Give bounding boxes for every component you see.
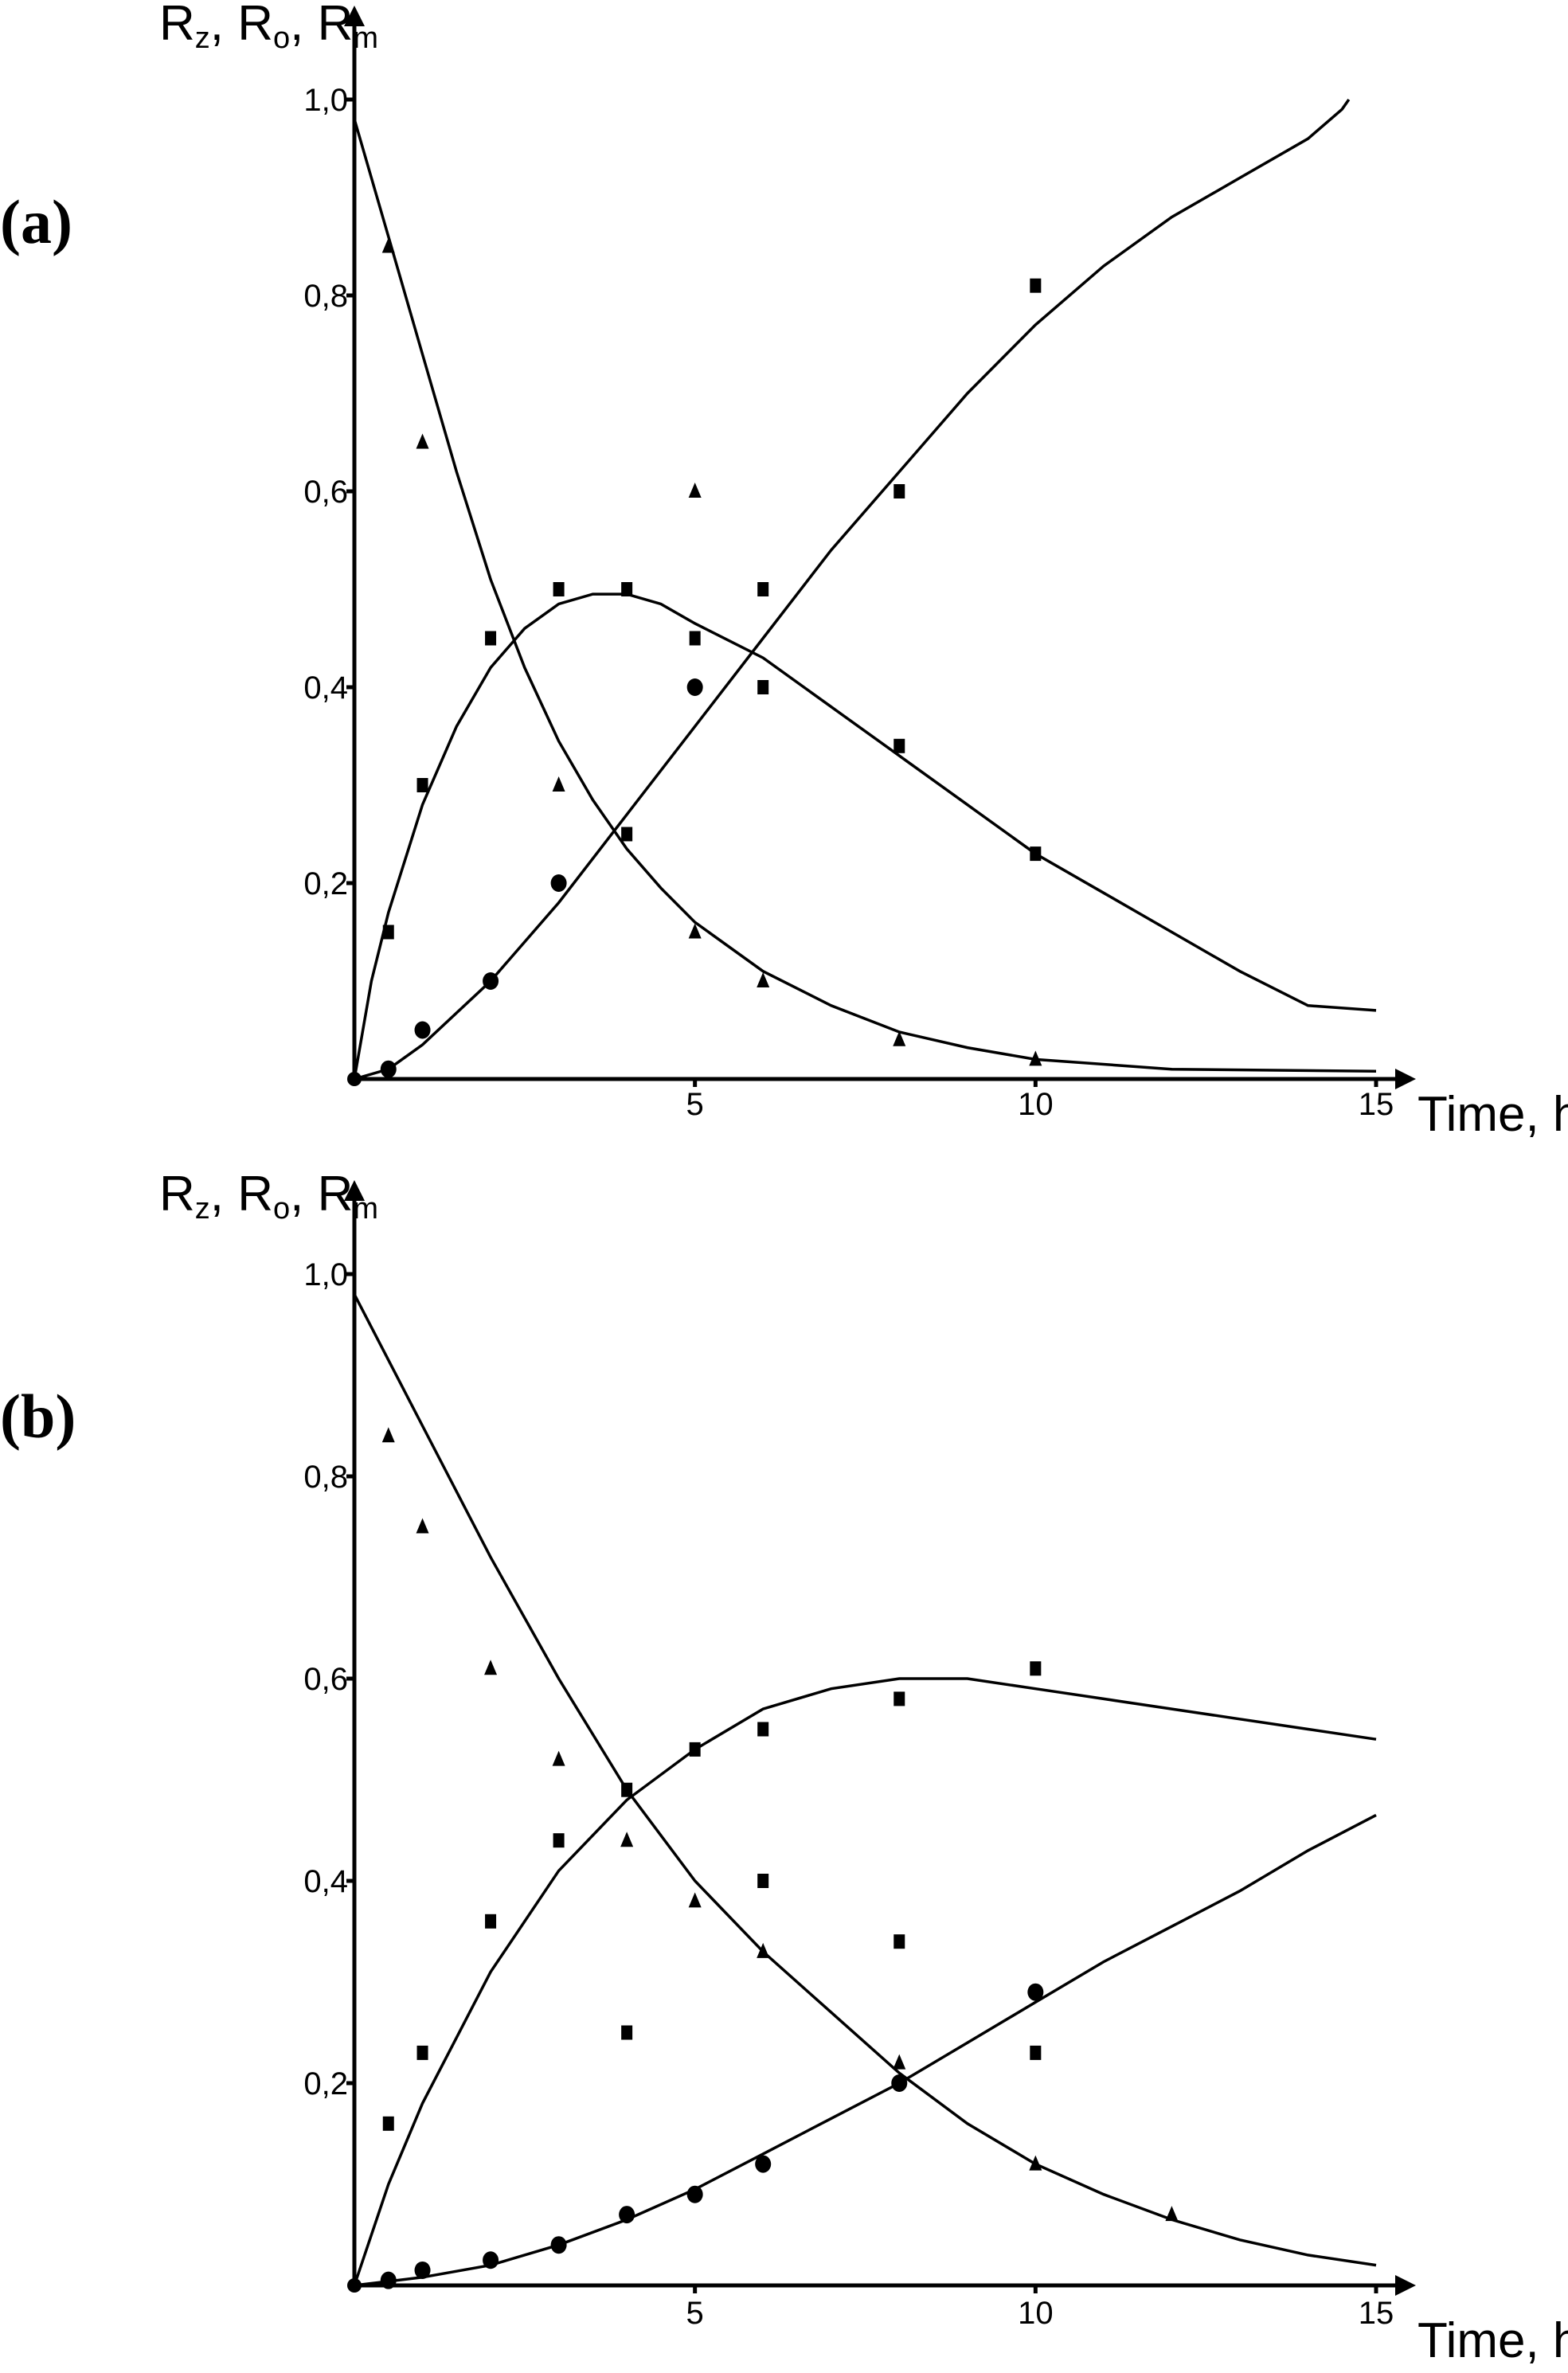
data-point-square (416, 2045, 428, 2060)
data-point-circle (686, 2185, 703, 2203)
data-point-circle (550, 2236, 567, 2254)
data-point-circle (483, 2251, 499, 2269)
origin-point (347, 1072, 362, 1086)
panel-label: (b) (0, 1382, 76, 1451)
data-point-triangle (893, 2054, 906, 2070)
x-axis-title: Time, h (1417, 2313, 1568, 2368)
data-point-square (757, 582, 769, 596)
y-tick-label: 1,0 (303, 83, 348, 118)
data-point-triangle (1029, 1050, 1042, 1066)
data-point-square (1030, 278, 1042, 293)
y-tick-label: 0,2 (303, 866, 348, 901)
data-point-circle (380, 1060, 397, 1078)
fit-curve-triangle (353, 119, 1377, 1073)
data-point-triangle (416, 1518, 429, 1534)
panel-label: (a) (0, 187, 72, 256)
data-point-square (553, 582, 565, 596)
y-tick-label: 0,8 (303, 279, 348, 314)
y-tick-label: 0,2 (303, 2066, 348, 2101)
data-point-square (621, 827, 633, 842)
y-tick-label: 1,0 (303, 1257, 348, 1292)
data-point-square (1030, 846, 1042, 862)
x-axis-title: Time, h (1417, 1087, 1568, 1142)
x-axis-arrow (1395, 2275, 1416, 2296)
data-point-circle (483, 972, 499, 990)
data-point-square (757, 1874, 769, 1888)
data-point-triangle (552, 1750, 565, 1766)
y-tick-label: 0,4 (303, 670, 348, 706)
fit-curve-triangle (353, 1293, 1377, 2267)
data-point-triangle (484, 1660, 498, 1675)
data-point-square (621, 1782, 633, 1797)
data-point-circle (755, 2155, 772, 2173)
data-point-square (893, 484, 905, 498)
y-axis-title: Rz, Ro, Rm (159, 1167, 378, 1226)
data-point-triangle (552, 776, 565, 792)
data-point-square (757, 680, 769, 694)
x-axis-arrow (1395, 1069, 1416, 1089)
data-point-square (757, 1722, 769, 1737)
y-axis-arrow (344, 6, 365, 26)
data-point-square (1030, 2045, 1042, 2060)
data-point-square (382, 2116, 394, 2131)
y-tick-label: 0,8 (303, 1460, 348, 1495)
fit-curve-square (353, 1677, 1377, 2286)
data-point-triangle (893, 1030, 906, 1046)
data-point-triangle (381, 237, 395, 253)
data-point-circle (550, 874, 567, 892)
data-point-triangle (757, 972, 770, 987)
panel-b: (b) Rz, Ro, Rm Time, h 5 10 15 0,2 0,4 0,6 0,8 1,0 (0, 1167, 1568, 2368)
x-tick-label: 10 (1018, 1087, 1054, 1122)
data-point-square (689, 631, 701, 646)
y-tick-label: 0,6 (303, 1662, 348, 1697)
data-point-square (382, 925, 394, 940)
data-point-triangle (688, 1892, 702, 1908)
data-point-circle (891, 2074, 908, 2092)
x-tick-label: 5 (686, 1087, 704, 1122)
fit-curve-circle (354, 98, 1351, 1081)
data-point-triangle (1165, 2206, 1179, 2222)
data-point-square (893, 1691, 905, 1706)
data-point-triangle (381, 1427, 395, 1443)
x-tick-label: 10 (1018, 2296, 1054, 2331)
data-point-triangle (416, 433, 429, 449)
data-point-triangle (757, 1942, 770, 1958)
data-point-circle (619, 2206, 635, 2224)
data-point-square (621, 2025, 633, 2040)
data-point-circle (414, 1021, 431, 1039)
data-point-square (689, 1742, 701, 1757)
origin-point (347, 2278, 362, 2293)
data-point-square (893, 738, 905, 753)
fit-curve-circle (354, 1813, 1377, 2287)
fit-curve-square (353, 592, 1377, 1080)
y-axis-arrow (344, 1180, 365, 1201)
y-tick-label: 0,6 (303, 475, 348, 510)
data-point-square (893, 1934, 905, 1949)
y-axis-title: Rz, Ro, Rm (159, 0, 378, 55)
data-point-square (485, 631, 497, 646)
data-point-square (1030, 1661, 1042, 1676)
data-point-square (416, 778, 428, 792)
data-point-square (485, 1914, 497, 1929)
data-point-circle (414, 2261, 431, 2279)
x-tick-label: 15 (1359, 1087, 1394, 1122)
data-point-square (621, 582, 633, 596)
data-point-triangle (688, 483, 702, 498)
data-point-triangle (620, 1832, 634, 1847)
x-tick-label: 15 (1359, 2296, 1394, 2331)
data-point-circle (380, 2271, 397, 2289)
data-point-triangle (1029, 2155, 1042, 2171)
data-point-square (553, 1833, 565, 1848)
panel-a: (a) Rz, Ro, Rm Time, h 5 10 15 0,2 0,4 0,6 0,8 1,0 (0, 0, 1568, 1142)
data-point-circle (686, 678, 703, 696)
x-tick-label: 5 (686, 2296, 704, 2331)
data-point-circle (1027, 1983, 1044, 2001)
y-tick-label: 0,4 (303, 1864, 348, 1899)
data-point-triangle (688, 923, 702, 939)
